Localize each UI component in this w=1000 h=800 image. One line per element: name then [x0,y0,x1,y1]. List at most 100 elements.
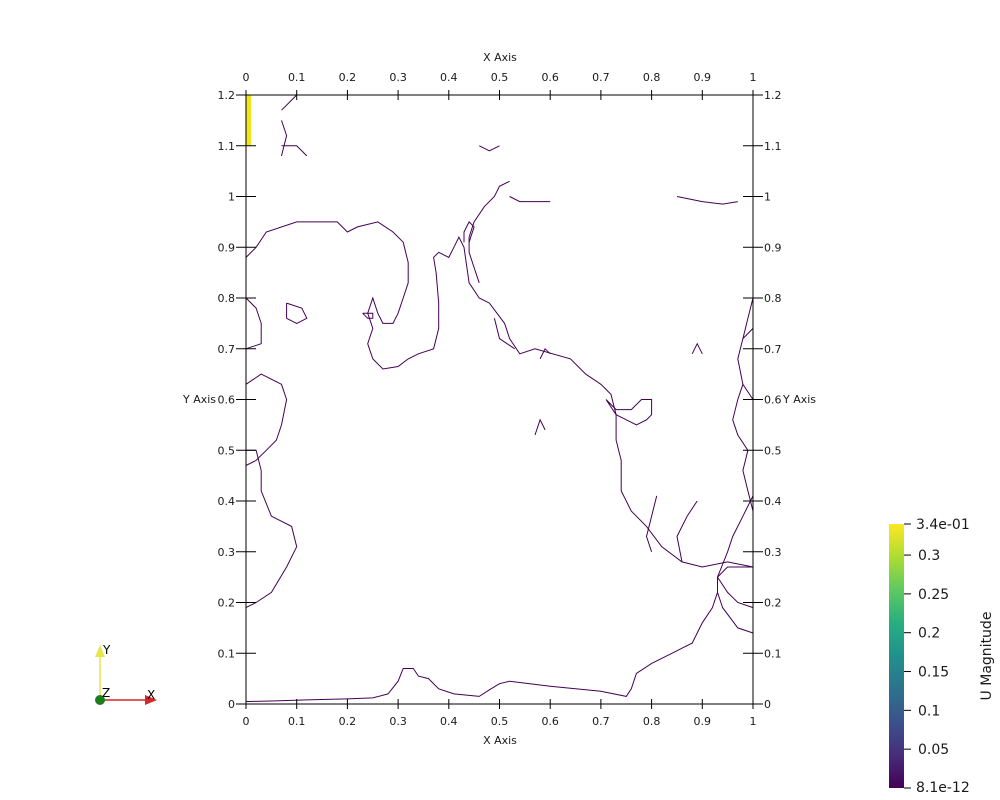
y-tick-label: 0.6 [764,394,782,407]
contour-line [245,297,262,350]
x-tick-label: 0.9 [694,71,712,84]
y-tick-label: 0.3 [764,546,782,559]
x-tick-label: 0.4 [440,715,458,728]
x-tick-label: 0.2 [339,715,357,728]
colorbar-min-label: 8.1e-12 [916,780,970,796]
orientation-axes-widget: X Y Z [95,643,157,705]
contour-line [245,221,754,568]
y-tick-label: 0.8 [218,292,236,305]
orientation-y-arrow [95,645,105,657]
x-axis-top: 0 0.1 0.2 0.3 0.4 0.5 0.6 0.7 0.8 0.9 1 [243,71,757,100]
x-tick-label: 0.8 [643,715,661,728]
colorbar-title: U Magnitude [979,612,995,701]
inlet-band [246,95,252,146]
x-tick-label: 0.2 [339,71,357,84]
x-tick-label: 0.6 [541,71,559,84]
contour-line [645,495,658,552]
y-tick-label: 1.2 [764,89,782,102]
x-axis-title-bottom: X Axis [483,734,517,747]
contour-line [509,196,551,203]
contour-line [468,180,510,283]
y-tick-label: 0.2 [764,597,782,610]
colorbar-tick-label: 0.05 [918,742,949,758]
plot-area [245,94,754,705]
x-tick-label: 0.7 [592,71,610,84]
contour-line [362,312,374,319]
x-tick-label: 0.9 [694,715,712,728]
y-tick-label: 1.2 [218,89,236,102]
y-tick-label: 1 [764,191,771,204]
y-tick-label: 1 [228,191,235,204]
contour-line [691,342,703,355]
y-tick-label: 0.1 [218,647,236,660]
colorbar-tick-label: 0.25 [918,587,949,603]
x-tick-label: 0.7 [592,715,610,728]
contour-line [245,373,288,466]
x-axis-title-top: X Axis [483,51,517,64]
y-axis-title-right: Y Axis [782,393,816,406]
x-tick-label: 0.5 [491,715,509,728]
x-tick-label: 0 [243,71,250,84]
y-tick-label: 0.2 [218,597,236,610]
y-tick-label: 0 [764,698,771,711]
contour-line [286,302,308,324]
x-tick-label: 1 [750,71,757,84]
y-tick-label: 0.4 [218,495,236,508]
y-axis-left: 0 0.1 0.2 0.3 0.4 0.5 0.6 0.7 0.8 0.9 1 1.1 1.2 [218,89,256,711]
contour-line [539,347,551,360]
contour-line [281,94,298,111]
y-tick-label: 0.7 [218,343,236,356]
y-tick-label: 0.3 [218,546,236,559]
orientation-x-arrow [145,695,157,705]
colorbar-tick-label: 0.2 [918,626,940,642]
contour-line [717,576,754,609]
x-tick-label: 0.3 [389,71,407,84]
contour-line [717,495,754,634]
contour-line [676,196,738,205]
orientation-z-axis [95,695,105,705]
x-tick-label: 0.4 [440,71,458,84]
contour-line [737,328,754,400]
y-tick-label: 1.1 [218,140,236,153]
colorbar-gradient [889,524,904,788]
contour-line [742,297,754,339]
contour-line [245,449,298,609]
x-axis-bottom: 0 0.1 0.2 0.3 0.4 0.5 0.6 0.7 0.8 0.9 1 [243,699,757,728]
contour-line [493,318,515,350]
y-tick-label: 0.8 [764,292,782,305]
contour-line [676,500,698,562]
orientation-z-label: Z [102,686,110,700]
x-tick-label: 0.1 [288,715,306,728]
x-tick-label: 0.5 [491,71,509,84]
contour-line [281,145,308,157]
y-tick-label: 0.1 [764,647,782,660]
y-tick-label: 1.1 [764,140,782,153]
y-tick-label: 0.9 [764,241,782,254]
y-tick-label: 0.4 [764,495,782,508]
contour-line [534,418,546,436]
y-tick-label: 0.7 [764,343,782,356]
contour-lines [245,94,754,702]
orientation-x-label: X [147,688,155,702]
colorbar-tick-label: 0.1 [918,703,940,719]
x-tick-label: 0.3 [389,715,407,728]
colorbar-tick-label: 0.15 [918,665,949,681]
y-tick-label: 0.5 [218,444,236,457]
y-tick-label: 0.6 [218,394,236,407]
x-tick-label: 0 [243,715,250,728]
contour-line [732,384,754,512]
y-axis-title-left: Y Axis [182,393,216,406]
contour-line [478,145,500,152]
contour-line [605,399,653,426]
colorbar-tick-label: 0.3 [918,548,940,564]
x-tick-label: 1 [750,715,757,728]
colorbar: 0.05 0.1 0.15 0.2 0.25 0.3 3.4e-01 8.1e-12 U … [889,517,995,796]
x-tick-label: 0.8 [643,71,661,84]
x-tick-label: 0.1 [288,71,306,84]
y-tick-label: 0.9 [218,241,236,254]
y-tick-label: 0.5 [764,444,782,457]
y-axis-right: 0 0.1 0.2 0.3 0.4 0.5 0.6 0.7 0.8 0.9 1 1.1 1.2 [743,89,782,711]
contour-line [245,566,753,702]
contour-line [463,221,475,243]
